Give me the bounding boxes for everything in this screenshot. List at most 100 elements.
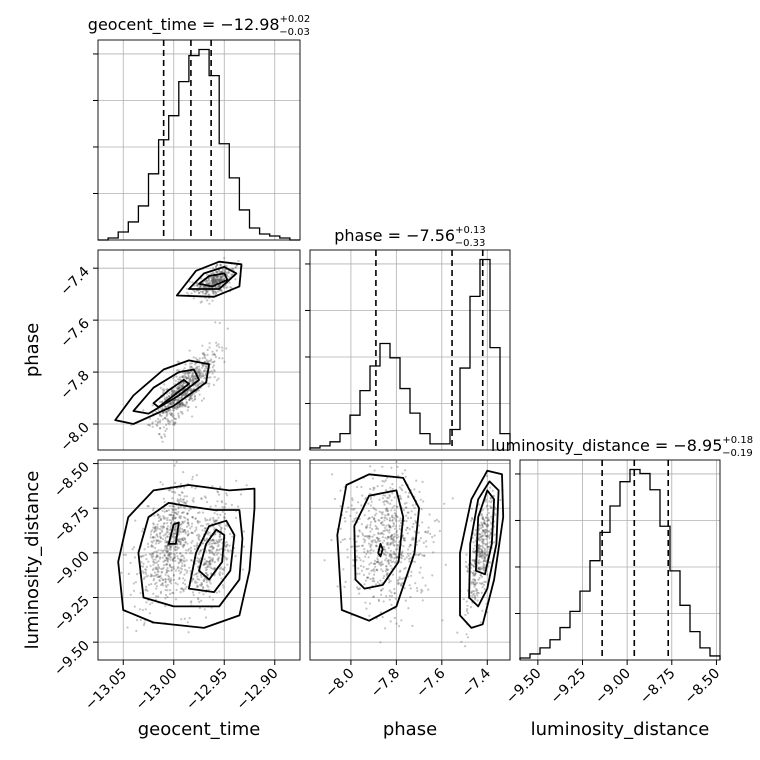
scatter-lum-phase-point xyxy=(373,517,376,521)
scatter-lum-geocent-point xyxy=(176,543,179,546)
scatter-phase-geocent-point xyxy=(211,280,214,283)
scatter-lum-phase-point xyxy=(389,553,392,556)
scatter-lum-geocent-point xyxy=(159,552,162,555)
scatter-lum-phase-point xyxy=(395,622,398,625)
scatter-lum-phase-point xyxy=(411,624,414,628)
scatter-lum-phase-point xyxy=(378,498,381,501)
scatter-phase-geocent-point xyxy=(199,286,202,289)
scatter-lum-phase-point xyxy=(389,549,392,552)
scatter-lum-geocent-point xyxy=(172,505,175,508)
scatter-lum-geocent-point xyxy=(138,608,141,611)
scatter-lum-phase-point xyxy=(369,552,372,555)
scatter-lum-phase-point xyxy=(484,534,487,538)
scatter-lum-phase-point xyxy=(407,607,410,610)
scatter-phase-geocent-point xyxy=(211,372,214,375)
scatter-lum-phase-point xyxy=(388,536,391,539)
scatter-lum-geocent-point xyxy=(166,566,169,570)
scatter-phase-geocent-points xyxy=(130,256,244,443)
scatter-lum-geocent-point xyxy=(208,580,211,583)
scatter-lum-phase-point xyxy=(484,559,487,562)
scatter-lum-phase-point xyxy=(489,501,493,504)
scatter-lum-geocent-point xyxy=(183,537,187,540)
scatter-lum-geocent-point xyxy=(153,571,156,574)
scatter-phase-geocent-point xyxy=(193,375,196,378)
scatter-lum-phase-point xyxy=(377,598,380,601)
scatter-phase-geocent-point xyxy=(234,278,237,281)
scatter-lum-phase-point xyxy=(386,535,390,538)
scatter-lum-phase-point xyxy=(382,552,385,555)
scatter-lum-geocent-point xyxy=(192,577,195,581)
scatter-lum-geocent-point xyxy=(164,533,167,536)
scatter-lum-geocent-point xyxy=(186,530,189,533)
scatter-lum-geocent-point xyxy=(202,563,205,567)
scatter-phase-geocent-point xyxy=(186,377,190,380)
scatter-lum-phase-point xyxy=(479,621,482,624)
scatter-lum-geocent-point xyxy=(162,534,165,537)
scatter-lum-phase-point xyxy=(381,587,384,590)
scatter-lum-geocent-point xyxy=(170,545,173,548)
scatter-phase-geocent-point xyxy=(199,376,203,379)
scatter-lum-phase-point xyxy=(486,573,489,576)
scatter-lum-phase-point xyxy=(388,524,391,528)
scatter-phase-geocent-point xyxy=(185,377,188,380)
scatter-phase-geocent-point xyxy=(199,301,202,304)
scatter-lum-geocent-point xyxy=(126,626,129,629)
scatter-lum-phase-point xyxy=(375,561,378,564)
scatter-phase-geocent-point xyxy=(162,411,165,415)
scatter-lum-phase-point xyxy=(387,546,390,550)
scatter-lum-geocent-point xyxy=(166,583,169,587)
scatter-phase-geocent-point xyxy=(203,360,206,363)
scatter-lum-geocent-point xyxy=(193,530,196,533)
scatter-lum-geocent-point xyxy=(216,519,219,522)
scatter-lum-geocent-point xyxy=(175,513,178,516)
scatter-phase-geocent-point xyxy=(163,416,167,420)
scatter-lum-phase-point xyxy=(351,497,354,500)
scatter-lum-phase-point xyxy=(370,548,373,551)
scatter-lum-geocent-point xyxy=(226,557,229,560)
scatter-lum-geocent-point xyxy=(216,490,219,493)
scatter-lum-phase-point xyxy=(394,518,397,521)
scatter-lum-geocent-point xyxy=(234,555,237,558)
scatter-lum-phase-point xyxy=(367,576,370,579)
scatter-lum-geocent-point xyxy=(221,510,224,513)
scatter-phase-geocent-point xyxy=(205,365,208,368)
scatter-phase-geocent-point xyxy=(163,397,166,400)
scatter-lum-geocent-point xyxy=(219,513,222,517)
scatter-lum-geocent-point xyxy=(180,618,183,621)
scatter-lum-phase-point xyxy=(419,566,422,569)
scatter-lum-geocent-point xyxy=(212,518,215,522)
scatter-lum-geocent-point xyxy=(203,539,206,542)
scatter-lum-geocent-point xyxy=(186,621,189,624)
scatter-phase-geocent-point xyxy=(220,275,223,278)
scatter-lum-geocent-point xyxy=(203,563,206,566)
scatter-phase-geocent-point xyxy=(171,390,174,393)
scatter-lum-geocent-point xyxy=(198,560,201,563)
scatter-lum-phase-point xyxy=(473,583,476,586)
scatter-phase-geocent-point xyxy=(185,403,188,406)
scatter-phase-geocent-point xyxy=(219,279,222,282)
scatter-lum-phase-point xyxy=(488,541,491,544)
scatter-lum-phase-point xyxy=(393,527,397,530)
scatter-lum-phase-point xyxy=(466,604,469,607)
scatter-phase-geocent-point xyxy=(177,399,180,402)
scatter-lum-phase-point xyxy=(406,526,409,530)
scatter-phase-geocent-point xyxy=(166,410,169,414)
scatter-phase-geocent-point xyxy=(171,402,174,405)
scatter-lum-geocent-point xyxy=(185,495,188,498)
scatter-lum-phase-point xyxy=(380,511,383,514)
scatter-lum-phase-point xyxy=(392,542,395,545)
scatter-lum-phase-point xyxy=(469,594,472,598)
scatter-lum-geocent-point xyxy=(182,501,185,504)
scatter-phase-geocent-point xyxy=(207,278,210,281)
scatter-lum-geocent-point xyxy=(180,538,183,542)
scatter-lum-phase-point xyxy=(390,533,393,537)
scatter-lum-geocent-point xyxy=(139,592,142,595)
scatter-phase-geocent-point xyxy=(222,277,225,280)
scatter-phase-geocent-point xyxy=(194,357,198,360)
scatter-phase-geocent-point xyxy=(202,352,205,355)
scatter-lum-geocent-point xyxy=(153,526,157,529)
scatter-phase-geocent-point xyxy=(210,272,213,275)
scatter-lum-phase-point xyxy=(369,535,372,538)
scatter-lum-geocent-point xyxy=(181,498,185,501)
scatter-lum-phase-point xyxy=(366,576,369,579)
